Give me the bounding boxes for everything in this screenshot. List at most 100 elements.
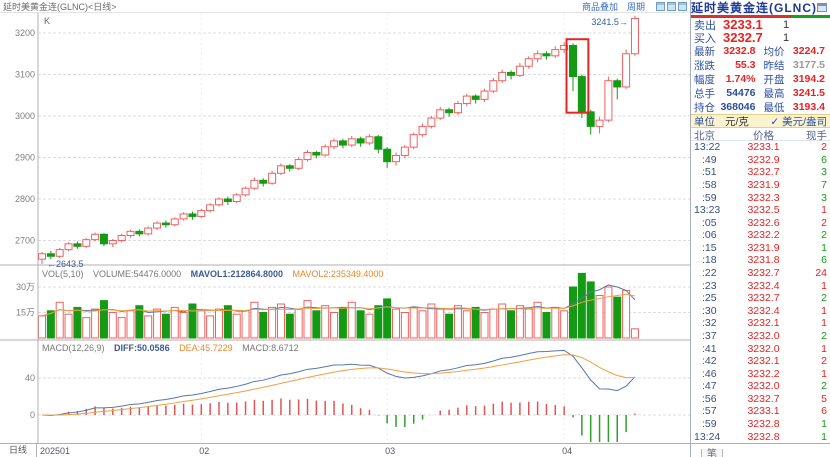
period-tab[interactable]: 日线 xyxy=(0,444,37,457)
tick-price: 3233.1 xyxy=(747,141,780,154)
bid-label: 买入 xyxy=(694,32,716,45)
tick-time: 13:23 xyxy=(694,204,721,217)
tick-row[interactable]: :25 3232.7 2 xyxy=(691,292,830,305)
tick-row[interactable]: :37 3232.0 2 xyxy=(691,330,830,343)
ask-qty: 1 xyxy=(783,18,790,31)
macd-name: MACD(12,26,9) xyxy=(42,343,105,353)
unit-row[interactable]: 单位 元/克 ✓ 美元/盎司 xyxy=(691,114,830,128)
tick-time: :49 xyxy=(702,153,717,166)
stat-value: 3241.5 xyxy=(792,87,825,99)
tick-row[interactable]: :22 3232.7 24 xyxy=(691,267,830,280)
tick-row[interactable]: :56 3232.7 5 xyxy=(691,393,830,406)
tick-time: :59 xyxy=(702,191,717,204)
stat-value: 54476 xyxy=(726,87,756,99)
tick-row[interactable]: :42 3232.1 2 xyxy=(691,355,830,368)
tick-tab[interactable]: 笔 xyxy=(701,449,723,457)
tick-qty: 2 xyxy=(821,329,827,342)
svg-text:3100: 3100 xyxy=(15,70,35,80)
bid-row[interactable]: 买入 3232.7 1 xyxy=(691,30,830,45)
tick-row[interactable]: :47 3232.0 2 xyxy=(691,380,830,393)
tick-time: :42 xyxy=(702,355,717,368)
tick-time: :57 xyxy=(702,405,717,418)
tick-time: :47 xyxy=(702,380,717,393)
tick-row[interactable]: :58 3231.9 7 xyxy=(691,179,830,192)
tick-qty: 6 xyxy=(821,405,827,418)
tick-qty: 3 xyxy=(821,191,827,204)
quote-title-row: 延时美黄金连(GLNC) xyxy=(691,0,830,15)
tick-qty: 1 xyxy=(821,430,827,443)
tick-row[interactable]: :49 3232.9 6 xyxy=(691,154,830,167)
tick-row[interactable]: :32 3232.1 1 xyxy=(691,317,830,330)
date-tick-label: 02 xyxy=(199,446,210,456)
tick-qty: 6 xyxy=(821,153,827,166)
unit-label: 单位 xyxy=(694,115,715,128)
tick-row[interactable]: :18 3231.8 6 xyxy=(691,254,830,267)
tick-time: :30 xyxy=(702,304,717,317)
candlestick-chart[interactable]: 3200 3100 3000 2900 2800 2700 30万 15万 40 0 ←2643.5… xyxy=(0,13,690,443)
tick-row[interactable]: :23 3232.4 1 xyxy=(691,279,830,292)
tick-row[interactable]: :41 3232.0 1 xyxy=(691,342,830,355)
tick-price: 3232.9 xyxy=(747,153,780,166)
stat-value: 3177.5 xyxy=(792,59,825,71)
overlay-symbols-link[interactable]: 商品叠加 xyxy=(581,1,618,12)
tick-qty: 2 xyxy=(821,216,827,229)
stat-cell-0: 最新 3232.8 xyxy=(691,44,761,58)
stat-value: 3194.2 xyxy=(792,73,825,85)
layout-grid-icon-1[interactable] xyxy=(656,1,665,11)
stat-label: 最新 xyxy=(694,45,715,58)
tick-list[interactable]: 13:22 3233.1 2:49 3232.9 6:51 3232.7 3:58 3231.… xyxy=(691,141,830,443)
bid-price: 3232.7 xyxy=(723,30,763,45)
tick-price: 3232.8 xyxy=(747,418,780,430)
tick-row[interactable]: :05 3232.6 2 xyxy=(691,216,830,229)
stat-label: 昨结 xyxy=(763,59,785,72)
chart-body: 3200 3100 3000 2900 2800 2700 30万 15万 40 0 ←2643.5… xyxy=(0,13,690,443)
tick-price: 3232.2 xyxy=(747,229,780,242)
tick-row[interactable]: :46 3232.2 1 xyxy=(691,367,830,380)
tick-price: 3232.2 xyxy=(747,367,780,380)
tick-row[interactable]: :59 3232.8 1 xyxy=(691,418,830,431)
tick-time: 13:22 xyxy=(694,141,721,154)
tick-time: :37 xyxy=(702,329,717,342)
tick-qty: 24 xyxy=(815,267,827,280)
tick-row[interactable]: 13:24 3232.8 1 xyxy=(691,430,830,443)
svg-text:3241.5→: 3241.5→ xyxy=(591,17,628,27)
quote-bottom-bar: 笔 xyxy=(691,443,830,457)
window-restore-icon[interactable] xyxy=(817,3,827,12)
tick-row[interactable]: :30 3232.4 1 xyxy=(691,305,830,318)
tick-row[interactable]: :57 3233.1 6 xyxy=(691,405,830,418)
tick-row[interactable]: :15 3231.9 1 xyxy=(691,242,830,255)
stat-value: 3224.7 xyxy=(792,45,825,57)
tick-price: 3232.7 xyxy=(747,392,780,405)
period-link[interactable]: 周期 xyxy=(626,1,645,12)
tick-row[interactable]: :06 3232.2 2 xyxy=(691,229,830,242)
ask-price: 3233.1 xyxy=(723,17,763,32)
tick-row[interactable]: 13:23 3232.5 1 xyxy=(691,204,830,217)
bid-qty: 1 xyxy=(783,31,790,44)
ratio-red-segment xyxy=(691,15,792,18)
tick-row[interactable]: :59 3232.3 3 xyxy=(691,191,830,204)
tick-row[interactable]: 13:22 3233.1 2 xyxy=(691,141,830,154)
tick-time: :05 xyxy=(702,216,717,229)
layout-grid-icon-2[interactable] xyxy=(667,1,676,11)
stat-label: 开盘 xyxy=(763,73,785,86)
macd-indicator-header: MACD(12,26,9) DIFF:50.0586 DEA:45.7229 M… xyxy=(42,343,306,353)
tick-qty: 2 xyxy=(821,141,827,154)
tick-qty: 2 xyxy=(821,229,827,242)
tick-price: 3232.1 xyxy=(747,355,780,368)
stat-label: 持仓 xyxy=(694,101,715,114)
stat-cell-4: 幅度 1.74% xyxy=(691,72,761,86)
svg-text:2700: 2700 xyxy=(15,236,35,246)
stat-label: 幅度 xyxy=(694,73,715,86)
unit-option-ounce-checked[interactable]: ✓ 美元/盎司 xyxy=(770,115,827,128)
svg-text:40: 40 xyxy=(25,373,35,383)
tick-price: 3232.7 xyxy=(747,292,780,305)
tick-qty: 1 xyxy=(821,204,827,217)
layout-grid-icon-3[interactable] xyxy=(678,1,687,11)
ask-row[interactable]: 卖出 3233.1 1 xyxy=(691,17,830,32)
tick-time: :15 xyxy=(702,241,717,254)
quote-title: 延时美黄金连(GLNC) xyxy=(691,1,817,15)
stat-label: 最低 xyxy=(763,101,785,114)
unit-option-gram[interactable]: 元/克 xyxy=(725,115,749,128)
tick-row[interactable]: :51 3232.7 3 xyxy=(691,166,830,179)
